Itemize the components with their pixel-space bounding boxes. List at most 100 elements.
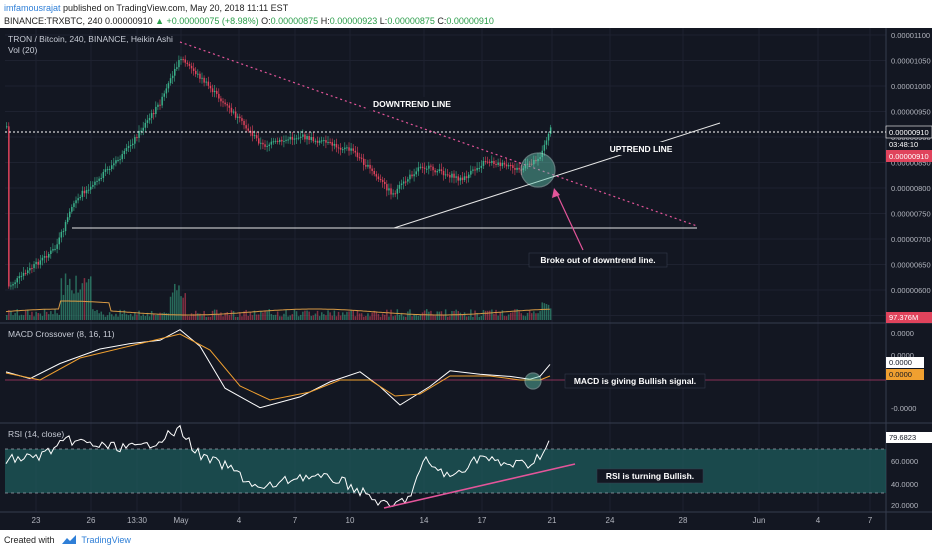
volume-bar xyxy=(268,309,270,320)
candle-body xyxy=(58,237,60,245)
open-value: 0.00000875 xyxy=(270,16,319,26)
candle-body xyxy=(12,284,14,286)
time-tick-label: 14 xyxy=(420,516,429,525)
volume-bar xyxy=(92,309,94,320)
uptrend-label[interactable]: UPTREND LINE xyxy=(610,144,673,154)
candle-body xyxy=(472,169,474,171)
signal-line xyxy=(5,333,551,401)
breakout-circle[interactable] xyxy=(520,152,556,188)
candle-body xyxy=(531,163,533,165)
candle-body xyxy=(167,83,170,89)
volume-bar xyxy=(417,315,420,320)
time-tick-label: 26 xyxy=(87,516,96,525)
volume-bar xyxy=(524,316,527,320)
candle-body xyxy=(419,166,422,168)
volume-bar xyxy=(325,315,327,320)
rsi-label[interactable]: RSI is turning Bullish. xyxy=(606,471,694,481)
candle-body xyxy=(117,159,119,161)
candle-body xyxy=(321,140,323,142)
candle-body xyxy=(54,248,56,250)
macd-label[interactable]: MACD is giving Bullish signal. xyxy=(574,376,696,386)
volume-bar xyxy=(478,316,480,320)
candle-body xyxy=(203,77,205,83)
breakout-arrow-head xyxy=(552,188,560,198)
volume-bar xyxy=(60,278,63,320)
volume-bar xyxy=(358,313,361,320)
volume-bar xyxy=(79,289,81,320)
candle-body xyxy=(232,111,235,113)
macd-axis[interactable]: 0.00000.0000-0.0000 xyxy=(891,329,916,413)
low-label: L: xyxy=(379,16,388,26)
chart-svg[interactable]: TRON / Bitcoin, 240, BINANCE, Heikin Ash… xyxy=(0,28,932,530)
tradingview-link[interactable]: TradingView xyxy=(81,535,131,545)
rsi-tick-label: 20.0000 xyxy=(891,501,918,510)
volume-bar xyxy=(35,311,37,320)
volume-bar xyxy=(39,313,42,320)
time-tick-label: May xyxy=(173,516,188,525)
created-with-label: Created with xyxy=(4,535,55,545)
time-tick-label: 23 xyxy=(32,516,41,525)
breakout-arrow[interactable] xyxy=(555,191,584,251)
candle-body xyxy=(274,140,277,142)
candle-body xyxy=(327,141,329,143)
volume-bar xyxy=(251,315,254,320)
macd-circle[interactable] xyxy=(524,372,542,390)
volume-bar xyxy=(461,314,464,320)
candle-body xyxy=(37,261,39,265)
candle-body xyxy=(451,173,453,178)
volume-bar xyxy=(249,312,252,320)
volume-bar xyxy=(344,314,346,320)
time-tick-label: 21 xyxy=(548,516,557,525)
candle-body xyxy=(468,174,470,179)
rsi-trendline[interactable] xyxy=(383,463,576,509)
candle-body xyxy=(304,134,306,140)
candle-body xyxy=(222,101,224,103)
chart-area[interactable]: TRON / Bitcoin, 240, BINANCE, Heikin Ash… xyxy=(0,28,932,530)
candle-body xyxy=(306,136,308,140)
macd-tag-a-bg xyxy=(886,357,924,368)
candle-body xyxy=(316,140,319,143)
volume-bar xyxy=(520,313,522,320)
rsi-axis[interactable]: 60.0000 40.0000 20.0000 xyxy=(891,457,918,510)
volume-bar xyxy=(497,315,499,320)
candle-body xyxy=(505,164,508,167)
macd-tag-a: 0.0000 xyxy=(889,358,912,367)
candle-body xyxy=(195,70,197,75)
rsi-tick-label: 40.0000 xyxy=(891,480,918,489)
candle-body xyxy=(43,256,46,258)
volume-bar xyxy=(316,310,319,320)
candle-body xyxy=(344,147,346,150)
candle-body xyxy=(417,167,420,172)
volume-bar xyxy=(495,309,497,320)
candle-body xyxy=(365,164,367,167)
volume-bar xyxy=(449,316,451,320)
volume-bar xyxy=(549,308,552,320)
candle-body xyxy=(352,148,354,151)
close-value: 0.00000910 xyxy=(446,16,494,26)
candle-body xyxy=(150,113,153,118)
candle-body xyxy=(35,261,37,265)
time-axis[interactable]: 23 26 13:30 May 4 7 10 14 17 21 24 28 Jun 4 7 xyxy=(32,516,873,525)
candle-body xyxy=(52,249,54,251)
candle-body xyxy=(407,179,409,182)
volume-bar xyxy=(308,311,310,320)
candle-body xyxy=(421,166,424,168)
uptrend-line[interactable] xyxy=(393,122,721,229)
volume-bar xyxy=(113,316,115,320)
volume-bar xyxy=(543,303,546,320)
candle-body xyxy=(155,106,157,115)
volume-bar xyxy=(37,313,39,320)
volume-bar xyxy=(29,315,31,320)
volume-bar xyxy=(392,316,394,320)
volume-bar xyxy=(405,316,407,320)
breakout-label[interactable]: Broke out of downtrend line. xyxy=(540,255,655,265)
price-tick-label: 0.00001050 xyxy=(891,57,931,66)
downtrend-label[interactable]: DOWNTREND LINE xyxy=(373,99,451,109)
price-tick-label: 0.00000650 xyxy=(891,261,931,270)
author-link[interactable]: imfamousrajat xyxy=(4,3,61,13)
volume-bar xyxy=(421,312,424,320)
volume-bar xyxy=(531,313,533,320)
volume-bar xyxy=(33,316,35,320)
downtrend-line[interactable] xyxy=(179,41,698,227)
candle-body xyxy=(524,164,527,169)
